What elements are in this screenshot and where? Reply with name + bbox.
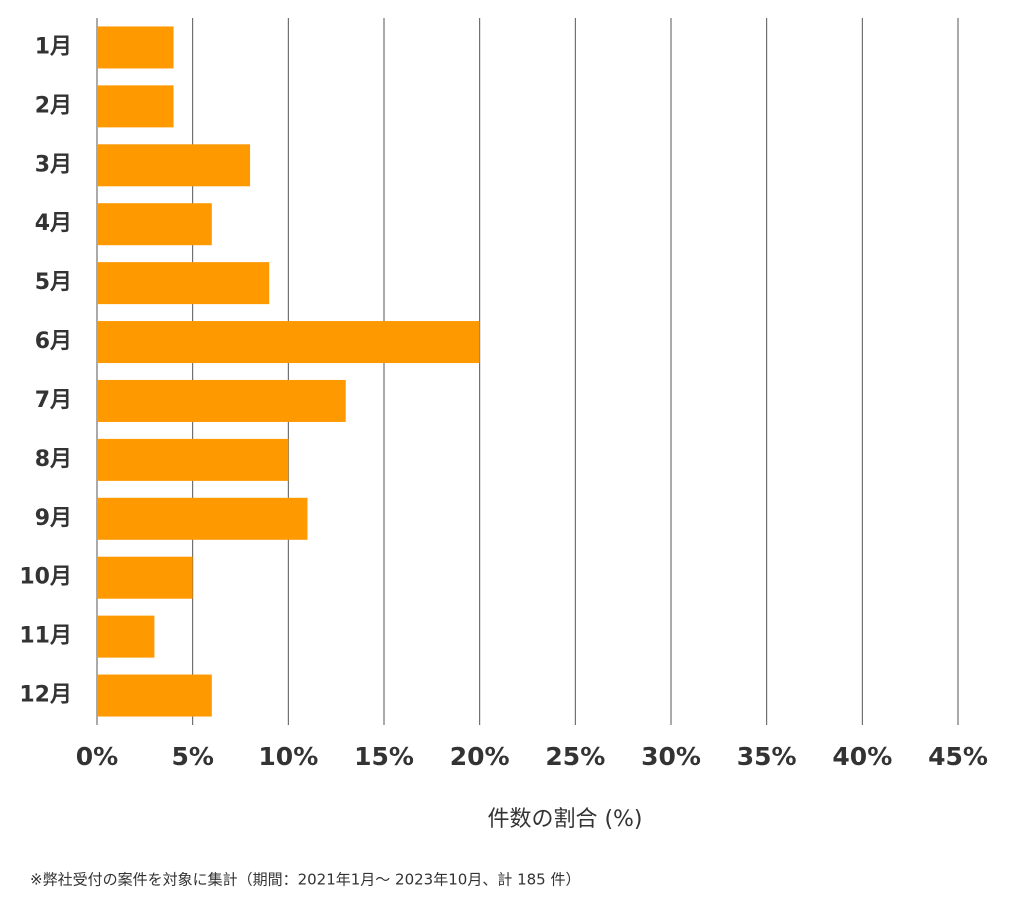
y-tick-label: 2月 [35,93,72,118]
bar [97,144,251,187]
y-tick-label: 10月 [19,565,72,590]
bar [97,615,155,658]
y-tick-label: 12月 [19,683,72,708]
x-tick-label: 35% [737,742,797,771]
bar [97,556,193,599]
bar [97,26,174,69]
y-tick-label: 5月 [35,270,72,295]
bar [97,438,289,481]
x-tick-label: 40% [832,742,892,771]
footnote: ※弊社受付の案件を対象に集計（期間：2021年1月～ 2023年10月、計 18… [30,871,580,889]
x-tick-label: 15% [354,742,414,771]
x-tick-label: 0% [76,742,118,771]
bar [97,674,212,717]
bar [97,321,480,364]
y-tick-label: 3月 [35,152,72,177]
x-axis-title: 件数の割合 (%) [487,807,642,832]
x-tick-label: 20% [450,742,510,771]
bar [97,497,308,540]
y-tick-label: 4月 [35,211,72,236]
x-tick-label: 30% [641,742,701,771]
x-tick-label: 10% [258,742,318,771]
bar [97,203,212,246]
x-tick-label: 25% [545,742,605,771]
y-tick-label: 11月 [19,624,72,649]
bar [97,85,174,128]
x-tick-label: 5% [171,742,213,771]
y-tick-label: 8月 [35,447,72,472]
y-tick-label: 7月 [35,388,72,413]
y-tick-label: 1月 [35,34,72,59]
bar [97,262,270,305]
bar [97,379,346,422]
y-tick-label: 9月 [35,506,72,531]
y-tick-label: 6月 [35,329,72,354]
x-tick-label: 45% [928,742,988,771]
